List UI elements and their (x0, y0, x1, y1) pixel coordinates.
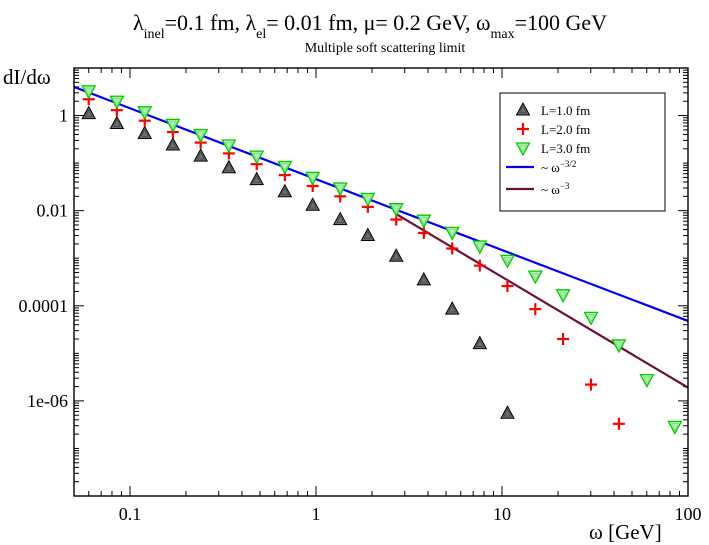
point-plus-2 (446, 242, 459, 255)
point-triangle-down-3 (109, 95, 125, 110)
point-triangle-up-1 (388, 248, 404, 262)
point-triangle-up-1 (249, 171, 265, 186)
point-triangle-up-1 (81, 105, 97, 120)
legend: L=1.0 fm L=2.0 fm L=3.0 fm ~ ω−3/2 ~ ω−3 (499, 92, 666, 212)
y-tick-label: 1 (59, 106, 68, 126)
data-points (81, 85, 683, 435)
legend-line-label-2: ~ ω−3 (541, 181, 570, 197)
point-triangle-down-3 (555, 289, 571, 304)
point-triangle-down-3 (332, 182, 348, 197)
legend-line-label-1: ~ ω−3/2 (541, 159, 576, 175)
point-triangle-down-3 (583, 311, 599, 326)
legend-label-2: L=2.0 fm (541, 122, 590, 137)
point-triangle-down-3 (444, 226, 460, 241)
point-triangle-down-3 (81, 85, 97, 100)
point-plus-2 (612, 417, 625, 430)
point-triangle-up-1 (221, 159, 237, 174)
legend-marker-1 (515, 101, 531, 116)
point-triangle-up-1 (360, 227, 376, 242)
point-plus-2 (557, 333, 570, 346)
point-triangle-down-3 (249, 150, 265, 165)
point-triangle-down-3 (667, 420, 683, 435)
point-triangle-down-3 (277, 160, 293, 175)
point-triangle-down-3 (137, 106, 153, 121)
point-triangle-up-1 (109, 115, 125, 130)
y-axis-label: dI/dω (3, 65, 51, 89)
point-plus-2 (585, 378, 598, 391)
point-triangle-up-1 (277, 183, 293, 198)
point-plus-2 (529, 303, 542, 316)
y-tick-label: 0.0001 (19, 296, 69, 316)
point-triangle-up-1 (472, 335, 488, 350)
point-triangle-down-3 (499, 254, 516, 269)
point-triangle-down-3 (611, 339, 627, 354)
axis-ticks: 0.1 1 10 100 1 0.01 0.0001 1e-06 (19, 68, 702, 524)
point-triangle-down-3 (165, 118, 181, 133)
y-tick-label: 0.01 (37, 201, 69, 221)
x-tick-label: 1 (311, 504, 320, 524)
legend-marker-3 (515, 142, 531, 157)
point-plus-2 (473, 259, 486, 272)
x-tick-label: 0.1 (119, 504, 142, 524)
point-triangle-down-3 (639, 373, 655, 388)
y-tick-label: 1e-06 (27, 391, 68, 411)
point-triangle-down-3 (472, 240, 488, 255)
chart-subtitle: Multiple soft scattering limit (305, 41, 466, 56)
point-plus-2 (501, 280, 514, 293)
power-law-line-2 (395, 213, 689, 389)
point-triangle-up-1 (444, 301, 460, 315)
point-triangle-up-1 (500, 405, 515, 419)
legend-label-3: L=3.0 fm (541, 141, 590, 156)
point-triangle-down-3 (221, 139, 237, 154)
point-triangle-up-1 (137, 125, 153, 139)
point-triangle-up-1 (332, 211, 348, 226)
point-triangle-down-3 (305, 171, 321, 186)
point-triangle-up-1 (416, 271, 432, 286)
point-plus-2 (417, 226, 430, 239)
point-triangle-down-3 (416, 214, 432, 229)
point-triangle-down-3 (360, 192, 376, 207)
point-triangle-up-1 (305, 197, 321, 211)
chart-title: λinel=0.1 fm, λel= 0.01 fm, μ= 0.2 GeV, … (133, 10, 607, 42)
point-triangle-up-1 (165, 136, 181, 151)
point-triangle-down-3 (193, 128, 209, 143)
x-tick-label: 10 (493, 504, 511, 524)
point-triangle-up-1 (193, 148, 209, 162)
x-axis-label: ω [GeV] (589, 520, 662, 544)
point-triangle-down-3 (388, 203, 404, 218)
plot-frame (73, 67, 689, 497)
legend-label-1: L=1.0 fm (541, 103, 590, 118)
legend-marker-2 (517, 123, 529, 135)
point-triangle-down-3 (527, 270, 543, 285)
x-tick-label: 100 (675, 504, 702, 524)
